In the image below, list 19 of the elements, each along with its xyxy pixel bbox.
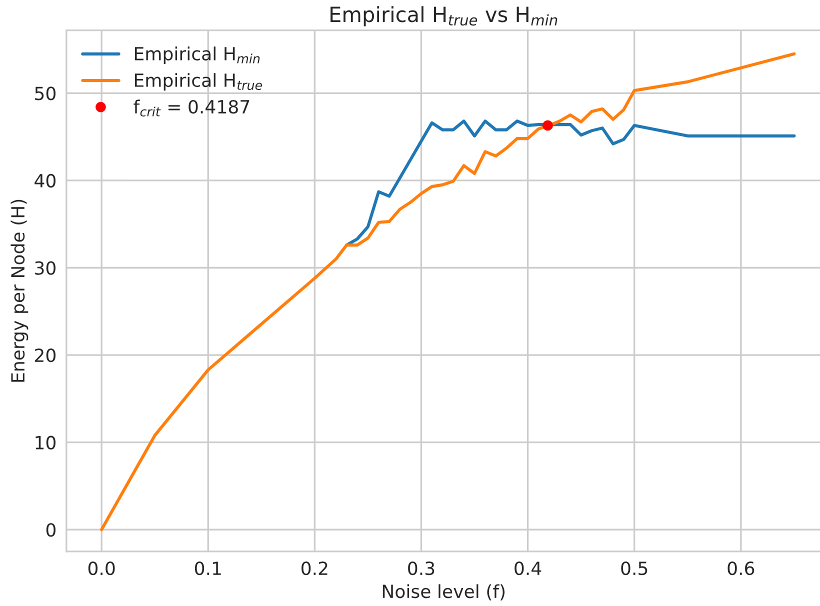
y-axis-title: Energy per Node (H) [10, 200, 28, 382]
x-tick-label: 0.4 [514, 562, 542, 576]
x-tick-label: 0.5 [621, 562, 648, 576]
y-tick-label: 40 [34, 174, 56, 188]
y-tick-label: 0 [46, 523, 56, 537]
y-tick-label: 20 [35, 348, 56, 362]
y-tick-label: 10 [36, 436, 56, 450]
legend-label: Empirical H$_{true}$ [134, 73, 262, 91]
x-tick-label: 0.3 [408, 562, 434, 576]
legend-label: Empirical H$_{min}$ [134, 46, 260, 64]
x-axis-title: Noise level (f) [382, 584, 505, 600]
chart-title: Empirical H$_{true}$ vs H$_{min}$ [330, 6, 558, 26]
x-tick-label: 0.0 [88, 562, 115, 576]
x-tick-label: 0.6 [728, 562, 754, 576]
y-tick-label: 50 [35, 86, 56, 100]
y-tick-label: 30 [35, 261, 56, 275]
x-tick-label: 0.1 [194, 562, 221, 576]
x-tick-label: 0.2 [302, 562, 328, 576]
legend-label: f$_{crit}$ = 0.4187 [134, 100, 250, 116]
